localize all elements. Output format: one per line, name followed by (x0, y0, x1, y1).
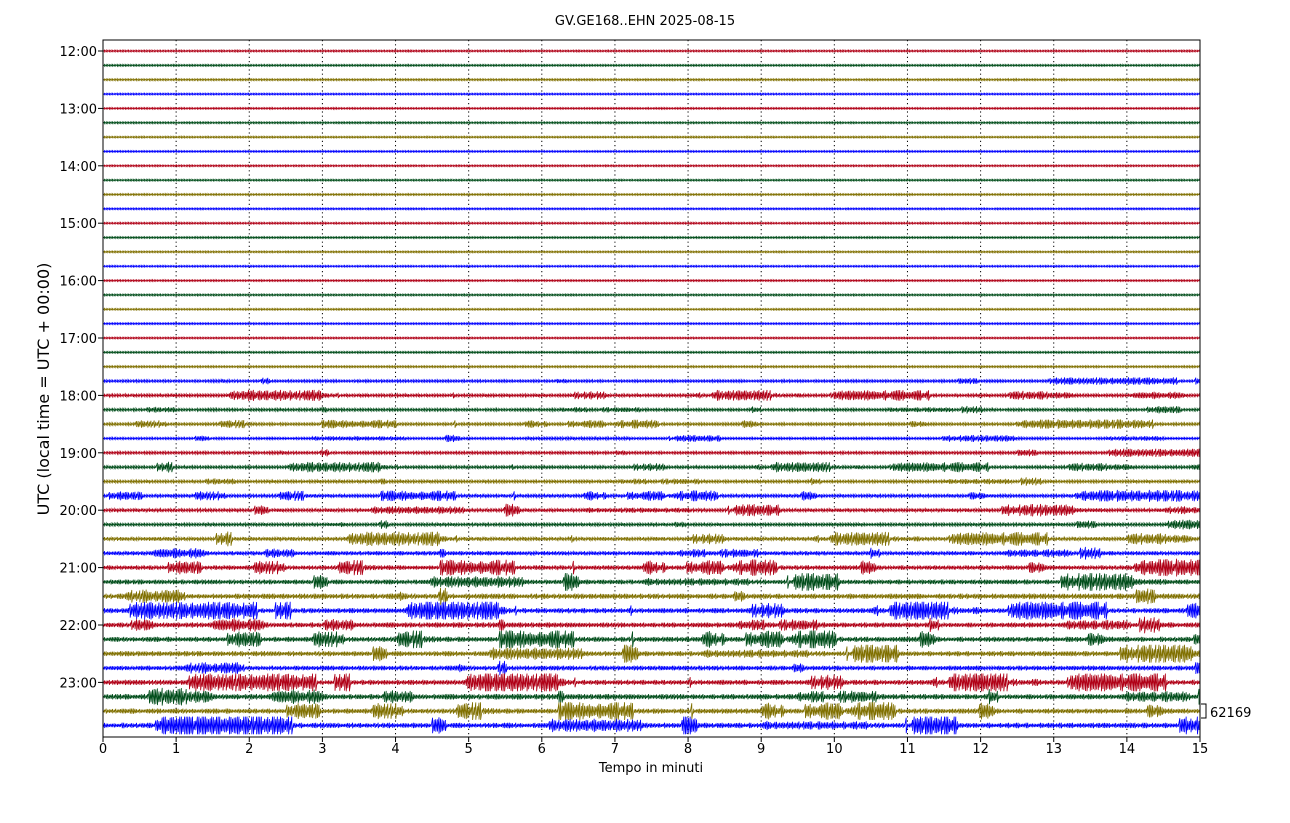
trace-row (102, 477, 1200, 486)
trace-row (102, 149, 1200, 154)
trace-row (102, 307, 1200, 312)
seismic-traces (102, 49, 1200, 735)
trace-row (102, 546, 1200, 560)
trace-row (102, 519, 1200, 530)
trace-row (102, 63, 1200, 68)
y-axis-label: UTC (local time = UTC + 00:00) (34, 263, 53, 516)
trace-row (102, 192, 1200, 197)
x-tick-label: 5 (465, 742, 473, 757)
trace-row (102, 716, 1200, 735)
x-tick-label: 0 (99, 742, 107, 757)
x-tick-label: 11 (899, 742, 916, 757)
trace-row (102, 616, 1200, 634)
scale-bracket (1201, 703, 1207, 719)
trace-row (102, 336, 1200, 340)
x-ticks: 0 1 2 3 4 5 6 7 8 9 10 11 12 13 14 15 (99, 737, 1208, 757)
y-tick-label: 13:00 (60, 102, 97, 117)
x-tick-label: 6 (538, 742, 546, 757)
trace-row (102, 163, 1200, 168)
trace-row (102, 235, 1200, 240)
trace-row (102, 448, 1200, 458)
trace-row (102, 178, 1200, 183)
trace-row (102, 531, 1200, 547)
trace-row (102, 419, 1200, 429)
y-tick-label: 15:00 (60, 217, 97, 232)
trace-row (102, 434, 1200, 443)
trace-row (102, 601, 1200, 620)
x-tick-label: 1 (172, 742, 180, 757)
trace-row (102, 630, 1200, 649)
y-tick-label: 22:00 (60, 619, 97, 634)
plot-frame (102, 39, 1201, 738)
trace-row (102, 206, 1200, 211)
trace-row (102, 77, 1200, 82)
x-tick-label: 3 (318, 742, 326, 757)
trace-row (102, 278, 1200, 283)
trace-row (102, 106, 1200, 111)
trace-row (102, 702, 1200, 721)
y-tick-label: 14:00 (60, 160, 97, 175)
y-tick-label: 16:00 (60, 275, 97, 290)
y-tick-label: 20:00 (60, 504, 97, 519)
trace-row (102, 377, 1200, 385)
trace-row (102, 249, 1200, 254)
trace-row (102, 321, 1200, 326)
trace-row (102, 573, 1200, 591)
trace-row (102, 92, 1200, 96)
trace-row (102, 389, 1200, 401)
x-tick-label: 7 (611, 742, 619, 757)
scale-label: 62169 (1210, 706, 1251, 721)
y-tick-label: 18:00 (60, 389, 97, 404)
y-ticks: 12:00 13:00 14:00 15:00 16:00 17:00 18:00 19:00… (60, 45, 103, 691)
trace-row (102, 503, 1200, 517)
trace-row (102, 405, 1200, 414)
trace-row (102, 489, 1200, 502)
x-tick-label: 12 (972, 742, 989, 757)
x-tick-label: 9 (757, 742, 765, 757)
x-tick-label: 4 (391, 742, 399, 757)
trace-row (102, 49, 1200, 53)
y-tick-label: 19:00 (60, 447, 97, 462)
trace-row (102, 461, 1200, 473)
trace-row (102, 644, 1200, 663)
x-tick-label: 13 (1045, 742, 1062, 757)
x-tick-label: 8 (684, 742, 692, 757)
trace-row (102, 673, 1200, 692)
trace-row (102, 687, 1200, 706)
y-tick-label: 21:00 (60, 562, 97, 577)
trace-row (102, 558, 1200, 577)
trace-row (102, 221, 1200, 226)
trace-row (102, 350, 1200, 355)
y-tick-label: 17:00 (60, 332, 97, 347)
x-tick-label: 15 (1192, 742, 1209, 757)
trace-row (102, 120, 1200, 125)
scale-bar: 62169 (1201, 703, 1251, 721)
y-tick-label: 23:00 (60, 676, 97, 691)
x-tick-label: 10 (826, 742, 843, 757)
trace-row (102, 587, 1200, 605)
trace-row (102, 292, 1200, 297)
trace-row (102, 264, 1200, 269)
chart-title: GV.GE168..EHN 2025-08-15 (555, 14, 735, 29)
trace-row (102, 660, 1200, 676)
x-tick-label: 2 (245, 742, 253, 757)
y-tick-label: 12:00 (60, 45, 97, 60)
trace-row (102, 364, 1200, 369)
x-tick-label: 14 (1119, 742, 1136, 757)
trace-row (102, 135, 1200, 140)
x-axis-label: Tempo in minuti (598, 761, 703, 776)
